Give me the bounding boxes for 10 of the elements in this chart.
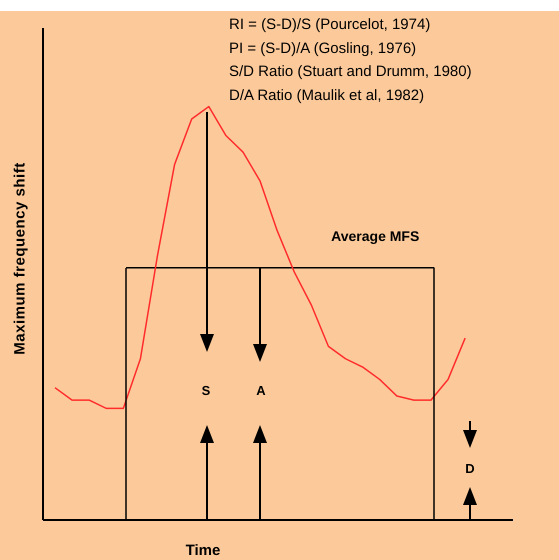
annotation: S [200,383,212,398]
text: RI = (S-D)/S (Pourcelot, 1974) [229,16,430,33]
annotation: A [255,383,267,398]
annotation: D [464,461,476,476]
text: PI = (S-D)/A (Gosling, 1976) [229,40,416,56]
text: D/A Ratio (Maulik et al, 1982) [229,86,424,104]
y-axis-title: Maximum frequency shift [12,161,28,357]
ref-line-label: Average MFS [331,228,420,244]
text: S/D Ratio (Stuart and Drumm, 1980) [229,63,472,80]
x-axis-title: Time [184,542,222,559]
